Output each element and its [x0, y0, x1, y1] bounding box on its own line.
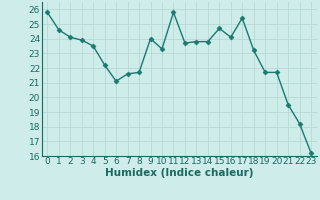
X-axis label: Humidex (Indice chaleur): Humidex (Indice chaleur)	[105, 168, 253, 178]
